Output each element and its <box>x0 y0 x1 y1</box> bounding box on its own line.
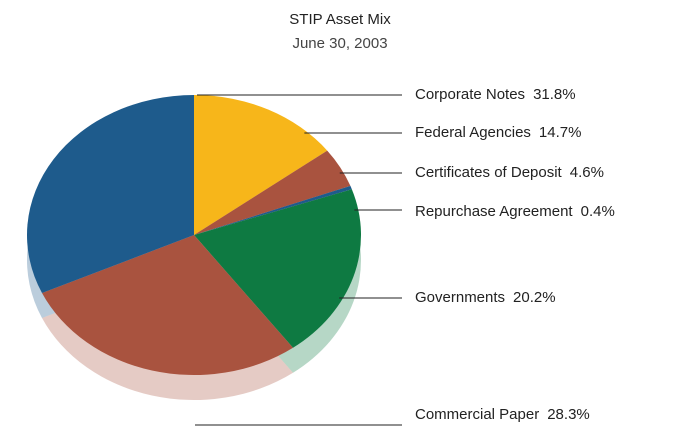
category-name: Repurchase Agreement <box>415 203 573 220</box>
value-label: 20.2% <box>513 289 556 306</box>
slice-label: Corporate Notes 31.8% <box>415 86 576 103</box>
slice <box>194 150 351 235</box>
value-label: 28.3% <box>547 406 590 423</box>
category-name: Commercial Paper <box>415 406 539 423</box>
slice <box>42 235 294 375</box>
value-label: 0.4% <box>581 203 615 220</box>
category-name: Governments <box>415 289 505 306</box>
value-label: 31.8% <box>533 86 576 103</box>
slice-label: Certificates of Deposit 4.6% <box>415 164 604 181</box>
slice <box>194 95 328 235</box>
value-label: 14.7% <box>539 124 582 141</box>
slice-label: Federal Agencies 14.7% <box>415 124 581 141</box>
slice <box>26 95 194 294</box>
slice-label: Commercial Paper 28.3% <box>415 406 590 423</box>
slice <box>194 185 352 235</box>
slice <box>194 189 361 348</box>
slice-label: Repurchase Agreement 0.4% <box>415 203 615 220</box>
category-name: Federal Agencies <box>415 124 531 141</box>
slice-label: Governments 20.2% <box>415 289 556 306</box>
category-name: Certificates of Deposit <box>415 164 563 181</box>
chart-subtitle: June 30, 2003 <box>292 35 387 52</box>
chart-title: STIP Asset Mix <box>289 11 391 28</box>
value-label: 4.6% <box>570 164 604 181</box>
category-name: Corporate Notes <box>415 86 525 103</box>
